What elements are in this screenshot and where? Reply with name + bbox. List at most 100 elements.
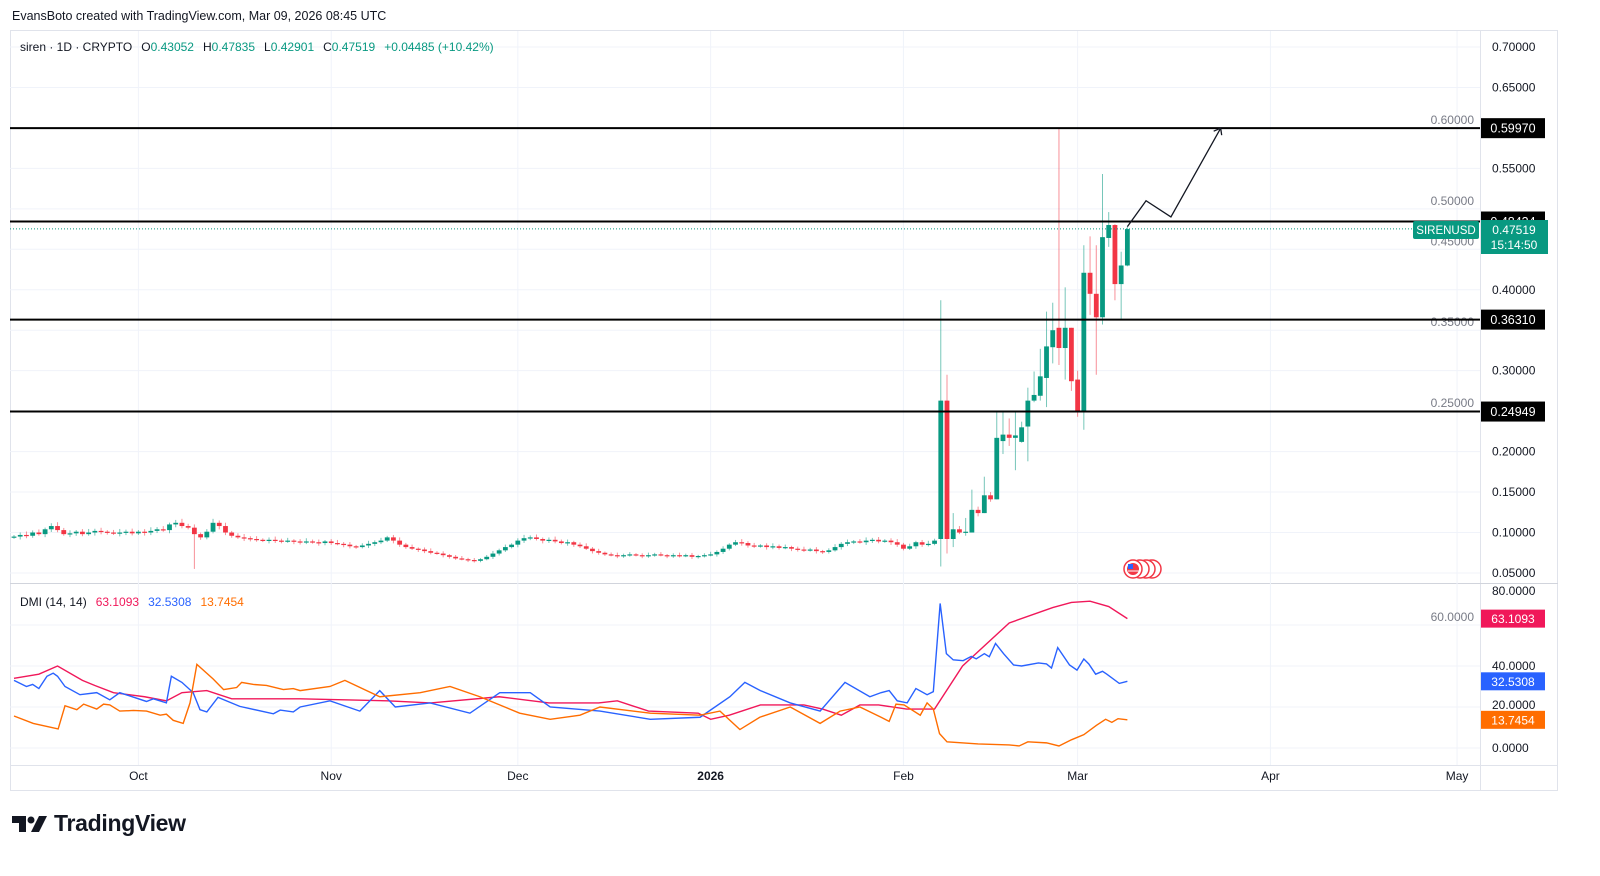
candle-body [726,544,732,549]
candle [583,543,589,550]
candle-body [988,495,993,500]
candle-body [279,540,284,542]
candle [975,506,981,517]
candle-body [1050,330,1056,348]
symbol-legend: siren · 1D · CRYPTO O0.43052 H0.47835 L0.42… [20,40,494,54]
candle [726,543,732,551]
candle-body [838,543,844,548]
candle-body [639,555,645,557]
candle-body [658,554,664,556]
candle-body [1056,327,1062,349]
dmi-tick-label: 40.0000 [1492,659,1536,673]
candle-body [782,547,788,549]
candle [465,557,471,563]
adx-line-value-box [1481,609,1545,628]
candle-body [1112,225,1118,285]
candle-body [210,522,216,532]
candle-body [820,551,825,553]
tradingview-logo[interactable]: TradingView [12,810,186,837]
candle [440,551,446,558]
candle-body [552,539,558,542]
candle [901,542,906,551]
candle-body [758,545,763,547]
candle-body [55,526,60,531]
candle [614,552,620,559]
candle-body [36,532,42,535]
candle-body [938,400,944,539]
price-tick-label: 0.40000 [1492,283,1536,297]
candle [104,530,110,535]
projection-path[interactable] [1126,127,1222,228]
candle [845,539,850,547]
candle-body [310,541,315,543]
candle [160,526,166,532]
candle-body [260,539,266,542]
candle-body [359,545,365,548]
plus-di-line-value-box [1481,672,1545,691]
candle-body [297,541,303,543]
last-price-label: 0.47519 [1492,223,1536,237]
candle-body [247,538,253,540]
candle [1081,245,1087,430]
candle-body [92,530,98,533]
minus-di-line-value-box [1481,710,1545,729]
candle [546,537,552,543]
chart-frame [10,30,1558,791]
candle-body [316,542,322,544]
candle [204,529,210,540]
candle-body [104,531,110,533]
axis-labels: 0.599700.484340.363100.2494963.109332.53… [1481,118,1545,729]
candle [154,527,160,534]
candle [745,541,751,548]
candle [328,539,334,545]
candle [981,476,987,514]
candle [36,529,42,536]
candle [98,527,104,535]
candle [646,552,651,558]
candle [1044,311,1049,408]
candle [714,550,720,557]
candle-body [73,531,79,534]
candle-body [117,532,123,534]
candle [608,552,614,557]
candle-body [944,400,950,539]
candle-body [664,555,670,557]
time-tick-label: Nov [321,769,342,783]
price-tick-label: 0.25000 [1431,396,1475,410]
adx-line-value-label: 63.1093 [1491,612,1535,626]
candle-body [969,509,975,533]
candle-body [670,555,676,557]
candle-body [478,559,483,561]
candle-body [540,538,546,541]
candle [86,528,92,536]
events-flag-icon[interactable] [1123,559,1162,579]
candle [677,552,682,558]
candle [683,553,689,558]
minus-di-line-value-label: 13.7454 [1491,713,1535,727]
candle-body [546,539,552,542]
time-tick-label: 2026 [697,769,724,783]
candle [422,547,427,554]
candle [963,517,969,536]
candle-body [720,548,726,552]
candle [925,540,931,547]
last-price-tags: SIRENUSD 0.47519 15:14:50 [1413,220,1548,254]
chart-credit: EvansBoto created with TradingView.com, … [12,9,387,23]
candle-body [527,537,533,539]
candle [335,539,340,546]
candle-body [583,546,589,549]
candle-body [963,531,969,533]
candle-body [1118,265,1124,285]
candle [801,546,807,552]
candle [994,411,1000,500]
candle [229,530,235,538]
horizontal-levels [10,127,1480,413]
candle-body [142,531,148,533]
candle [191,524,197,569]
candle [372,540,378,547]
symbol-name: siren · 1D · CRYPTO [20,40,132,54]
candle [540,537,546,544]
candle-body [1000,434,1006,442]
candle-body [776,546,782,548]
